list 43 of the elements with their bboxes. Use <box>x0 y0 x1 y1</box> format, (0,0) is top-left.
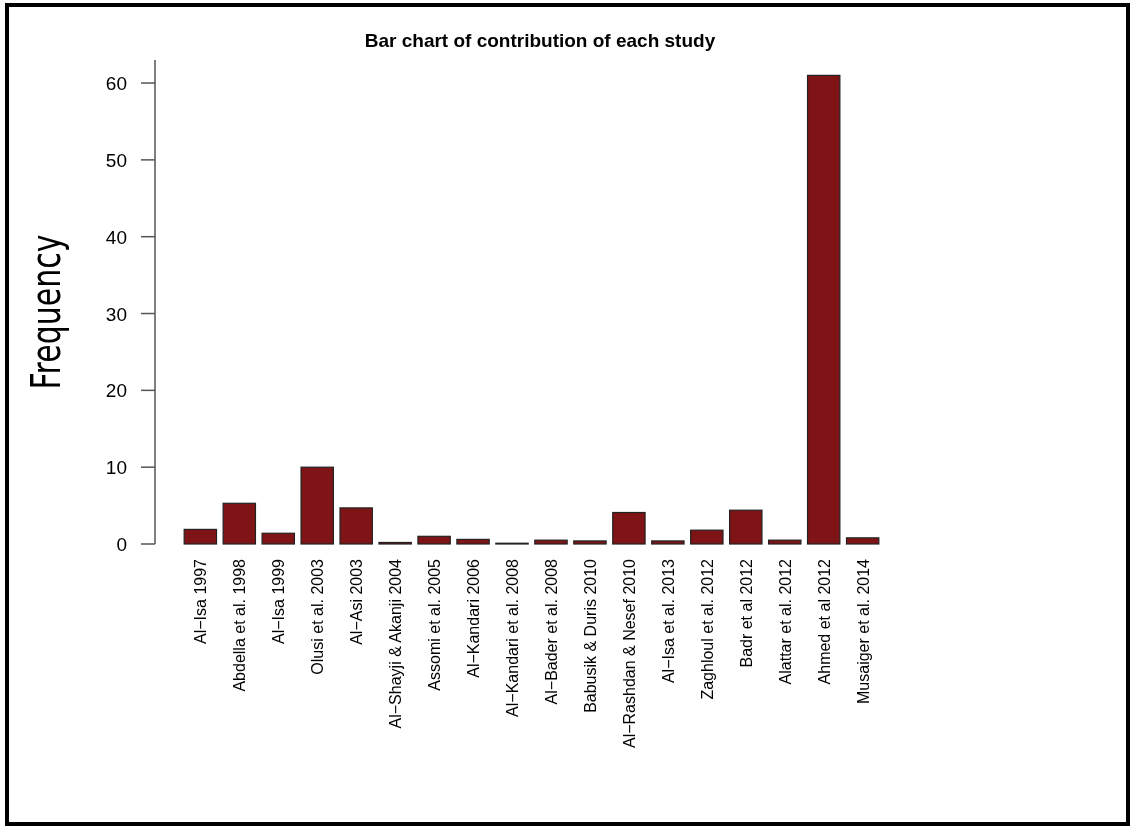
bar <box>845 537 880 545</box>
bar <box>183 528 218 545</box>
y-tick-label: 50 <box>105 149 127 171</box>
x-tick-label: Abdella et al. 1998 <box>231 558 249 692</box>
x-tick-label: Al−Shayji & Akanji 2004 <box>387 558 405 729</box>
x-tick-label: Al−Bader et al. 2008 <box>542 558 560 705</box>
bar <box>806 74 841 545</box>
y-tick-label: 10 <box>105 457 127 479</box>
x-tick-label: Al−Isa 1997 <box>192 558 210 644</box>
x-tick-label: Al−Rashdan & Nesef 2010 <box>620 558 638 749</box>
bar <box>573 540 607 545</box>
x-tick-label: Al−Kandari et al. 2008 <box>504 558 522 717</box>
bar <box>300 466 334 545</box>
bar <box>651 540 685 545</box>
bar <box>690 529 724 545</box>
bar <box>417 535 451 545</box>
x-tick-label: Alattar et al. 2012 <box>776 558 794 685</box>
bar <box>339 507 373 545</box>
y-tick-label: 30 <box>105 303 127 325</box>
x-tick-label: Ahmed et al 2012 <box>815 558 833 685</box>
bar <box>222 502 257 545</box>
x-tick-label: Babusik & Duris 2010 <box>581 558 599 713</box>
y-tick-label: 40 <box>105 226 127 248</box>
x-tick-label: Olusi et al. 2003 <box>309 558 327 675</box>
x-tick-label: Al−Asi 2003 <box>348 558 366 645</box>
bar <box>612 511 646 545</box>
y-axis-title: Frequency <box>22 234 70 390</box>
chart-title: Bar chart of contribution of each study <box>364 30 716 51</box>
bar <box>729 509 763 545</box>
x-tick-label: Al−Isa et al. 2013 <box>659 558 677 684</box>
x-tick-label: Al−Kandari 2006 <box>465 558 483 678</box>
bar <box>261 532 296 545</box>
x-tick-label: Al−Isa 1999 <box>270 558 288 644</box>
y-tick-label: 20 <box>105 380 127 402</box>
x-tick-label: Musaiger et al. 2014 <box>854 558 872 704</box>
bar <box>534 539 568 545</box>
bar <box>456 538 490 545</box>
y-tick-label: 0 <box>116 534 127 555</box>
x-tick-label: Assomi et al. 2005 <box>426 558 444 691</box>
y-tick-label: 60 <box>105 73 127 95</box>
x-tick-label: Badr et al 2012 <box>737 558 755 668</box>
x-tick-label: Zaghloul et al. 2012 <box>698 558 716 700</box>
bar <box>767 539 802 545</box>
